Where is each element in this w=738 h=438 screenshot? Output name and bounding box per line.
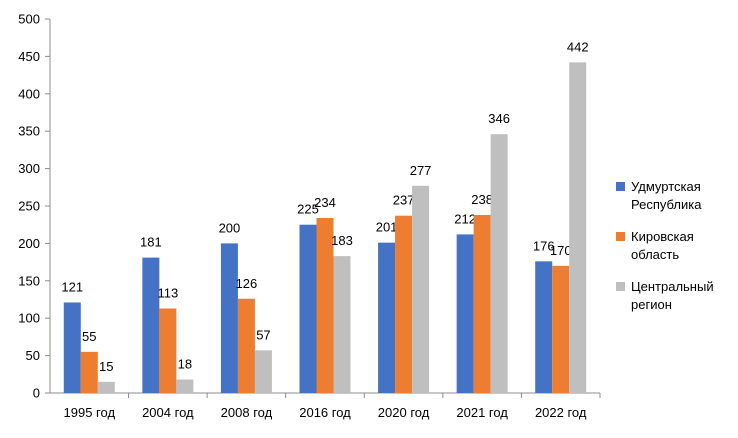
x-tick-label: 2021 год — [456, 405, 508, 420]
data-label: 176 — [533, 238, 555, 253]
bar-1 — [378, 242, 396, 393]
y-tick-label: 0 — [33, 386, 40, 401]
data-label: 181 — [140, 235, 162, 250]
data-label: 234 — [314, 195, 336, 210]
data-label: 113 — [157, 285, 178, 300]
bar-3 — [569, 62, 587, 393]
bar-2 — [316, 217, 334, 393]
data-label: 277 — [410, 163, 432, 178]
bar-2 — [80, 351, 98, 393]
y-tick-label: 200 — [18, 236, 40, 251]
bar-2 — [237, 298, 255, 393]
bar-1 — [63, 302, 81, 393]
legend: Удмуртская Республика Кировская область Цент… — [616, 178, 734, 328]
bar-1 — [142, 257, 160, 393]
y-tick-label: 500 — [18, 12, 40, 27]
legend-label: Кировская область — [631, 228, 694, 264]
y-tick-label: 250 — [18, 199, 40, 214]
y-tick-label: 400 — [18, 86, 40, 101]
legend-item: Центральный регион — [616, 278, 734, 314]
x-tick-label: 1995 год — [64, 405, 116, 420]
data-label: 57 — [256, 327, 270, 342]
legend-label-line: Центральный — [631, 279, 714, 294]
legend-swatch — [616, 232, 625, 241]
bar-3 — [490, 134, 508, 393]
data-label: 55 — [82, 329, 96, 344]
y-tick-label: 150 — [18, 273, 40, 288]
data-label: 121 — [61, 279, 83, 294]
bar-2 — [159, 308, 177, 393]
legend-item: Удмуртская Республика — [616, 178, 734, 214]
legend-label: Центральный регион — [631, 278, 714, 314]
y-tick-label: 350 — [18, 124, 40, 139]
bar-1 — [220, 243, 238, 393]
bar-2 — [552, 265, 570, 393]
legend-label-line: Республика — [631, 197, 702, 212]
data-label: 170 — [550, 243, 572, 258]
legend-label-line: область — [631, 247, 680, 262]
y-tick-label: 100 — [18, 311, 40, 326]
x-tick-label: 2020 год — [378, 405, 430, 420]
bar-1 — [535, 261, 553, 393]
legend-label: Удмуртская Республика — [631, 178, 701, 214]
bar-1 — [299, 224, 317, 393]
bar-2 — [473, 214, 491, 393]
bar-1 — [456, 234, 474, 393]
data-label: 200 — [219, 220, 241, 235]
data-label: 201 — [376, 220, 398, 235]
data-label: 238 — [471, 192, 493, 207]
y-tick-label: 450 — [18, 49, 40, 64]
bar-3 — [333, 256, 351, 393]
x-tick-label: 2004 год — [142, 405, 194, 420]
bar-3 — [412, 185, 430, 393]
legend-swatch — [616, 282, 625, 291]
data-label: 212 — [454, 211, 476, 226]
y-tick-label: 300 — [18, 161, 40, 176]
y-tick-label: 50 — [26, 348, 40, 363]
x-tick-label: 2016 год — [299, 405, 351, 420]
bar-3 — [254, 350, 272, 393]
data-label: 15 — [99, 359, 113, 374]
bar-3 — [176, 379, 194, 393]
legend-swatch — [616, 182, 625, 191]
data-label: 183 — [331, 233, 353, 248]
bar-2 — [395, 215, 413, 393]
data-label: 442 — [567, 39, 589, 54]
legend-label-line: Кировская — [631, 229, 694, 244]
data-label: 18 — [178, 357, 192, 372]
legend-label-line: регион — [631, 297, 672, 312]
legend-label-line: Удмуртская — [631, 179, 701, 194]
x-tick-label: 2022 год — [535, 405, 587, 420]
data-label: 346 — [488, 111, 510, 126]
data-label: 126 — [236, 276, 258, 291]
legend-item: Кировская область — [616, 228, 734, 264]
bar-3 — [97, 381, 115, 393]
data-label: 237 — [393, 193, 415, 208]
x-tick-label: 2008 год — [221, 405, 273, 420]
data-label: 225 — [297, 202, 319, 217]
